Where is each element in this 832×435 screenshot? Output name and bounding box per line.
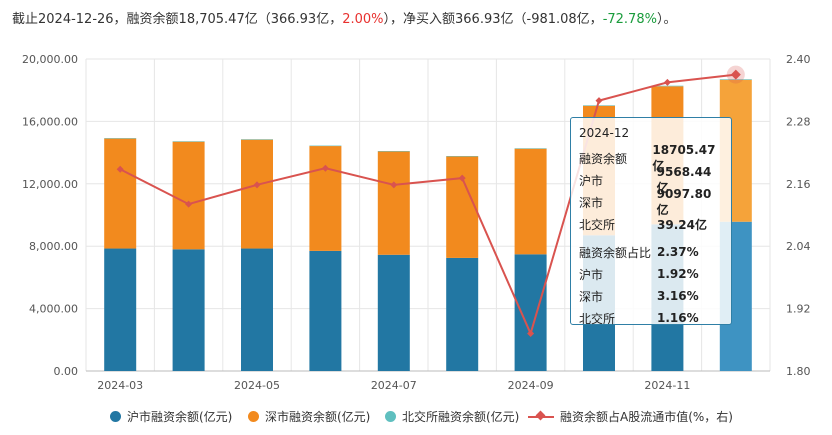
- tooltip-value: 9097.80亿: [656, 186, 712, 217]
- bar-sh: [104, 248, 137, 371]
- tooltip-title: 2024-12: [579, 126, 630, 140]
- tooltip-row: 北交所 1.16%: [579, 307, 723, 329]
- legend-line-icon: [528, 411, 554, 422]
- summary-mid: ），净买入额366.93亿（-981.08亿，: [383, 12, 603, 27]
- ratio-point: [390, 181, 398, 189]
- bar-sz: [309, 146, 342, 251]
- summary-net-pct: -72.78%: [602, 12, 657, 27]
- y-left-tick-label: 0.00: [54, 365, 79, 378]
- legend-dot-icon: [385, 411, 396, 422]
- bar-sz: [172, 141, 205, 250]
- tooltip-row: 北交所 39.24亿: [579, 213, 723, 235]
- ratio-point: [527, 330, 535, 338]
- legend-label: 沪市融资余额(亿元): [127, 410, 233, 424]
- chart-legend: 沪市融资余额(亿元) 深市融资余额(亿元) 北交所融资余额(亿元) 融资余额占A…: [0, 408, 832, 428]
- bar-bj: [514, 148, 547, 149]
- bar-sh: [241, 248, 273, 371]
- tooltip-value: 1.16%: [657, 311, 699, 325]
- ratio-line: [119, 73, 736, 337]
- bar-sz: [104, 138, 137, 249]
- tooltip-label: 深市: [579, 289, 604, 304]
- ratio-point: [663, 78, 671, 86]
- x-tick-label: 2024-11: [644, 379, 690, 392]
- bar-bj: [104, 138, 137, 139]
- bar-sh: [514, 254, 547, 371]
- y-right-tick-label: 1.92: [786, 303, 811, 316]
- y-right-tick-label: 1.80: [786, 365, 811, 378]
- ratio-point: [185, 200, 193, 208]
- bar-bj: [583, 105, 615, 106]
- y-left-tick-label: 20,000.00: [22, 53, 78, 66]
- bar-sz: [241, 139, 273, 249]
- legend-item-bj[interactable]: 北交所融资余额(亿元): [385, 408, 519, 425]
- bar-bj: [172, 141, 205, 142]
- legend-label: 融资余额占A股流通市值(%，右): [560, 410, 733, 424]
- legend-item-sz[interactable]: 深市融资余额(亿元): [248, 408, 370, 425]
- legend-item-ratio[interactable]: 融资余额占A股流通市值(%，右): [528, 408, 733, 425]
- tooltip-value: 1.92%: [657, 267, 699, 281]
- tooltip-value: 3.16%: [657, 289, 699, 303]
- legend-label: 北交所融资余额(亿元): [402, 410, 520, 424]
- ratio-point: [116, 165, 124, 173]
- bar-sz: [377, 151, 410, 255]
- legend-dot-icon: [110, 411, 121, 422]
- tooltip-value: 2.37%: [657, 245, 699, 259]
- y-right-tick-label: 2.16: [786, 178, 811, 191]
- y-right-tick-label: 2.04: [786, 240, 811, 253]
- tooltip-label: 北交所: [579, 217, 616, 232]
- tooltip-value: 18705.47亿: [652, 142, 716, 173]
- x-tick-label: 2024-03: [97, 379, 143, 392]
- legend-dot-icon: [248, 411, 259, 422]
- bar-sz: [446, 156, 479, 258]
- y-left-tick-label: 8,000.00: [29, 240, 78, 253]
- tooltip-label: 北交所: [579, 311, 616, 326]
- tooltip-label: 深市: [579, 195, 604, 210]
- ratio-point: [595, 97, 603, 105]
- summary-prefix: 截止2024-12-26，融资余额18,705.47亿（366.93亿，: [12, 12, 343, 27]
- bar-bj: [651, 85, 684, 87]
- tooltip-row: 沪市 1.92%: [579, 263, 723, 285]
- tooltip-row: 深市 3.16%: [579, 285, 723, 307]
- bar-sh: [172, 249, 205, 371]
- legend-label: 深市融资余额(亿元): [265, 410, 371, 424]
- x-tick-label: 2024-07: [371, 379, 417, 392]
- tooltip-row: 沪市 9568.44亿: [579, 165, 723, 195]
- legend-item-sh[interactable]: 沪市融资余额(亿元): [110, 408, 232, 425]
- tooltip-label: 沪市: [579, 267, 604, 282]
- y-left-tick-label: 4,000.00: [29, 303, 78, 316]
- bar-bj: [241, 139, 273, 140]
- bar-sh: [309, 250, 342, 371]
- ratio-point: [253, 181, 261, 189]
- chart-tooltip: 2024-12 融资余额 18705.47亿 沪市 9568.44亿 深市 9097.…: [570, 117, 732, 326]
- tooltip-label: 融资余额占比: [579, 245, 652, 260]
- bar-sh: [377, 254, 410, 371]
- tooltip-label: 沪市: [579, 173, 604, 188]
- y-right-tick-label: 2.28: [786, 115, 811, 128]
- x-tick-label: 2024-09: [508, 379, 554, 392]
- tooltip-row: 深市 9097.80亿: [579, 187, 723, 217]
- ratio-point: [458, 174, 466, 182]
- bar-sz: [514, 148, 547, 255]
- tooltip-value: 9568.44亿: [656, 164, 712, 195]
- ratio-point: [730, 69, 741, 80]
- bar-sh: [446, 257, 479, 371]
- tooltip-value: 39.24亿: [657, 217, 707, 232]
- summary-text: 截止2024-12-26，融资余额18,705.47亿（366.93亿，2.00…: [12, 8, 676, 27]
- bar-bj: [309, 145, 342, 147]
- tooltip-row: 融资余额占比 2.37%: [579, 241, 723, 263]
- summary-suffix: ）。: [656, 12, 677, 27]
- x-tick-label: 2024-05: [234, 379, 280, 392]
- ratio-point: [321, 164, 329, 172]
- bar-bj: [446, 156, 479, 157]
- y-left-tick-label: 12,000.00: [22, 178, 78, 191]
- y-left-tick-label: 16,000.00: [22, 115, 78, 128]
- tooltip-row: 融资余额 18705.47亿: [579, 143, 723, 173]
- bar-bj: [377, 151, 410, 152]
- summary-change-pct: 2.00%: [342, 12, 384, 27]
- y-right-tick-label: 2.40: [786, 53, 811, 66]
- tooltip-label: 融资余额: [579, 151, 628, 166]
